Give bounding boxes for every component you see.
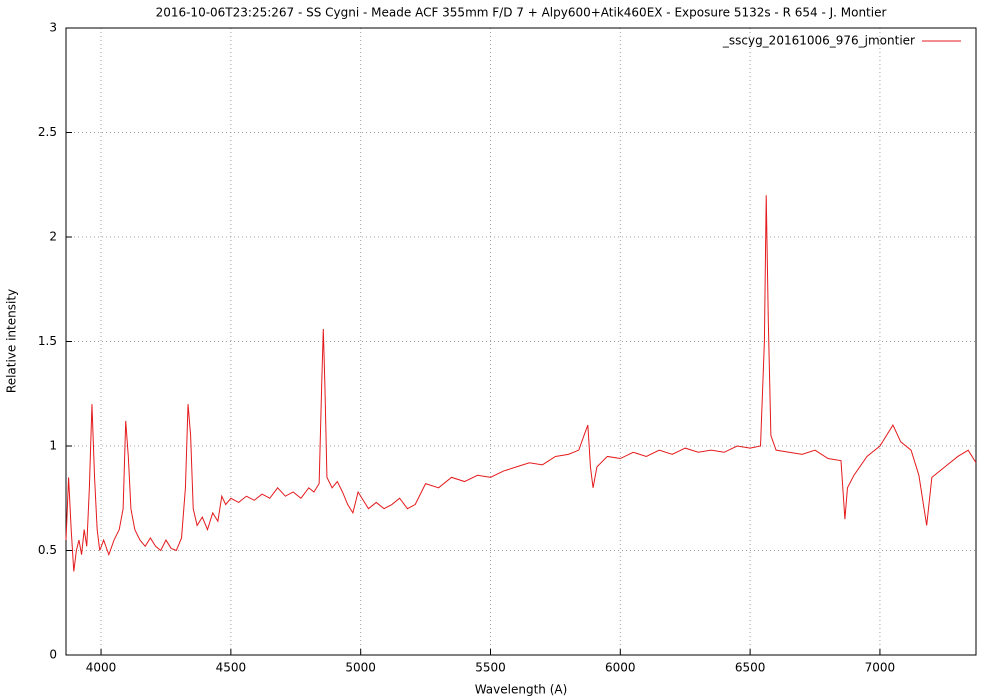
y-tick-label: 0.5 [38, 543, 57, 557]
y-tick-label: 2 [49, 230, 57, 244]
y-tick-label: 1.5 [38, 334, 57, 348]
spectrum-line [65, 195, 977, 572]
x-tick-label: 7000 [865, 661, 896, 675]
x-axis-label: Wavelength (A) [475, 683, 568, 697]
y-tick-label: 0 [49, 648, 57, 662]
x-tick-label: 5500 [475, 661, 506, 675]
y-axis-label: Relative intensity [5, 289, 19, 393]
y-tick-label: 2.5 [38, 125, 57, 139]
y-tick-label: 3 [49, 21, 57, 35]
x-tick-label: 4000 [86, 661, 117, 675]
x-tick-label: 4500 [216, 661, 247, 675]
x-tick-label: 6000 [605, 661, 636, 675]
legend-label: _sscyg_20161006_976_jmontier [722, 34, 915, 48]
x-tick-label: 5000 [345, 661, 376, 675]
x-tick-label: 6500 [735, 661, 766, 675]
chart-title: 2016-10-06T23:25:267 - SS Cygni - Meade … [156, 6, 887, 20]
y-tick-label: 1 [49, 439, 57, 453]
plot-border [65, 27, 977, 656]
